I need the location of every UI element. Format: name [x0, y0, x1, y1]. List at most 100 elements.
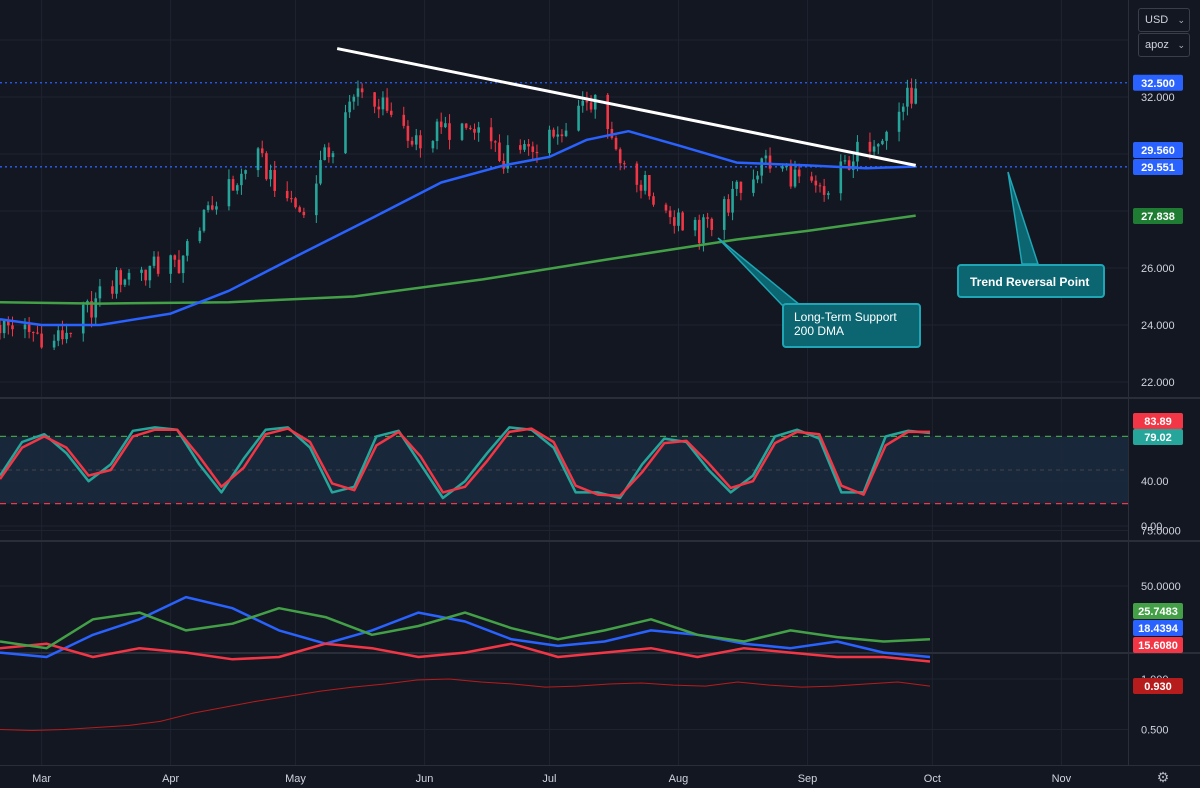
candle-body[interactable]: [65, 332, 68, 340]
candle-body[interactable]: [269, 169, 272, 180]
candle-body[interactable]: [548, 129, 551, 154]
candle-body[interactable]: [206, 205, 210, 210]
candle-body[interactable]: [706, 217, 709, 219]
candle-body[interactable]: [897, 111, 901, 132]
candle-body[interactable]: [552, 129, 555, 137]
candle-body[interactable]: [814, 180, 818, 186]
candle-body[interactable]: [697, 219, 701, 244]
candle-body[interactable]: [910, 87, 913, 104]
candle-body[interactable]: [506, 145, 510, 169]
candle-body[interactable]: [231, 179, 235, 191]
stoch-d-line[interactable]: [0, 427, 930, 498]
candle-body[interactable]: [381, 97, 385, 110]
candle-body[interactable]: [589, 102, 593, 110]
candle-body[interactable]: [760, 158, 764, 176]
candle-body[interactable]: [535, 151, 539, 154]
candle-body[interactable]: [56, 330, 60, 341]
candle-body[interactable]: [215, 206, 218, 210]
candle-body[interactable]: [285, 190, 289, 199]
candle-body[interactable]: [177, 259, 181, 274]
candle-body[interactable]: [856, 141, 859, 162]
candle-body[interactable]: [81, 304, 85, 334]
candle-body[interactable]: [489, 127, 493, 142]
candle-body[interactable]: [885, 131, 888, 141]
candle-body[interactable]: [140, 269, 143, 273]
candle-body[interactable]: [244, 170, 247, 174]
candle-body[interactable]: [581, 100, 585, 106]
candle-body[interactable]: [127, 272, 131, 280]
candle-body[interactable]: [360, 88, 364, 93]
candle-body[interactable]: [494, 141, 497, 143]
candle-body[interactable]: [389, 110, 393, 115]
candle-body[interactable]: [702, 217, 705, 244]
price-pane[interactable]: [0, 47, 1128, 351]
candle-body[interactable]: [577, 105, 580, 131]
candle-body[interactable]: [881, 140, 884, 145]
candle-body[interactable]: [752, 179, 755, 193]
candle-body[interactable]: [240, 173, 243, 186]
candle-body[interactable]: [123, 279, 127, 285]
candle-body[interactable]: [785, 166, 788, 168]
candle-body[interactable]: [868, 141, 872, 152]
candle-body[interactable]: [664, 204, 668, 211]
candle-body[interactable]: [40, 333, 43, 348]
candle-body[interactable]: [735, 181, 739, 189]
candle-body[interactable]: [119, 270, 122, 285]
candle-body[interactable]: [11, 325, 14, 330]
candle-body[interactable]: [469, 127, 472, 129]
candle-body[interactable]: [32, 332, 35, 334]
candle-body[interactable]: [876, 144, 880, 147]
candle-body[interactable]: [789, 166, 793, 187]
candle-body[interactable]: [851, 161, 855, 170]
candle-body[interactable]: [710, 218, 714, 230]
candle-body[interactable]: [402, 114, 406, 126]
ma200-line[interactable]: [0, 214, 916, 305]
candle-body[interactable]: [94, 298, 98, 318]
candle-body[interactable]: [36, 332, 39, 334]
candle-body[interactable]: [256, 148, 260, 171]
candle-body[interactable]: [527, 144, 530, 147]
dmi-pane[interactable]: [0, 595, 931, 663]
candle-body[interactable]: [643, 175, 647, 191]
ratio-line[interactable]: [0, 678, 931, 731]
candle-body[interactable]: [327, 147, 331, 158]
candle-body[interactable]: [606, 94, 609, 129]
dmi-minus-line[interactable]: [0, 642, 931, 663]
candle-body[interactable]: [227, 179, 231, 207]
candle-body[interactable]: [731, 188, 734, 213]
candle-body[interactable]: [152, 256, 156, 266]
dmi-plus-line[interactable]: [0, 606, 931, 650]
candle-body[interactable]: [648, 175, 651, 197]
candle-body[interactable]: [810, 176, 813, 181]
candle-body[interactable]: [265, 153, 268, 180]
candle-body[interactable]: [0, 325, 2, 334]
candle-body[interactable]: [115, 270, 118, 294]
candle-body[interactable]: [290, 198, 293, 200]
currency-dropdown[interactable]: USD ⌄: [1138, 8, 1190, 32]
candle-body[interactable]: [793, 169, 797, 187]
candle-body[interactable]: [847, 160, 851, 170]
candle-body[interactable]: [98, 286, 102, 299]
candle-body[interactable]: [668, 210, 672, 218]
candle-body[interactable]: [681, 212, 684, 231]
candle-body[interactable]: [61, 330, 64, 340]
candle-body[interactable]: [818, 185, 822, 187]
gear-icon[interactable]: ⚙: [1156, 769, 1170, 785]
candle-body[interactable]: [173, 255, 177, 260]
candle-body[interactable]: [519, 145, 522, 150]
candle-body[interactable]: [90, 300, 93, 318]
candle-body[interactable]: [531, 146, 535, 152]
ma50-line[interactable]: [0, 129, 916, 327]
candle-body[interactable]: [593, 94, 597, 110]
candle-body[interactable]: [302, 211, 306, 216]
candle-body[interactable]: [52, 340, 56, 348]
candle-body[interactable]: [210, 205, 214, 210]
support-callout[interactable]: Long-Term Support 200 DMA: [782, 303, 921, 348]
candle-body[interactable]: [111, 286, 114, 294]
candle-body[interactable]: [652, 196, 655, 205]
candle-body[interactable]: [298, 207, 301, 212]
candle-body[interactable]: [348, 101, 351, 113]
candle-body[interactable]: [435, 121, 439, 142]
candle-body[interactable]: [148, 265, 152, 281]
